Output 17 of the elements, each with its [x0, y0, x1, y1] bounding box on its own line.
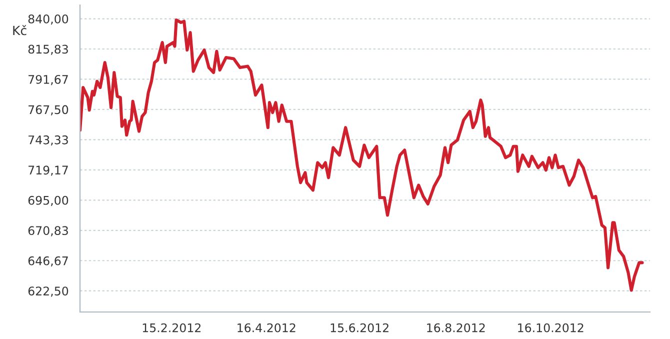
x-tick-label: 15.6.2012 [330, 323, 388, 332]
y-axis-title: Kč [13, 25, 26, 36]
x-tick-label: 16.10.2012 [518, 323, 584, 332]
y-tick-label: 767,50 [28, 105, 68, 116]
y-tick-label: 670,83 [28, 226, 68, 236]
line-series [80, 18, 644, 292]
y-tick-label: 815,83 [28, 44, 68, 55]
x-tick-label: 16.8.2012 [427, 323, 485, 332]
x-tick-label: 16.4.2012 [238, 323, 296, 332]
y-tick-label: 743,33 [28, 135, 68, 146]
y-tick-label: 622,50 [28, 286, 68, 297]
x-tick-label: 15.2.2012 [142, 323, 200, 332]
y-tick-label: 840,00 [28, 14, 68, 25]
y-tick-label: 646,67 [28, 256, 68, 266]
y-tick-label: 791,67 [28, 74, 68, 86]
y-tick-label: 719,17 [28, 166, 68, 176]
y-tick-label: 695,00 [28, 196, 68, 206]
